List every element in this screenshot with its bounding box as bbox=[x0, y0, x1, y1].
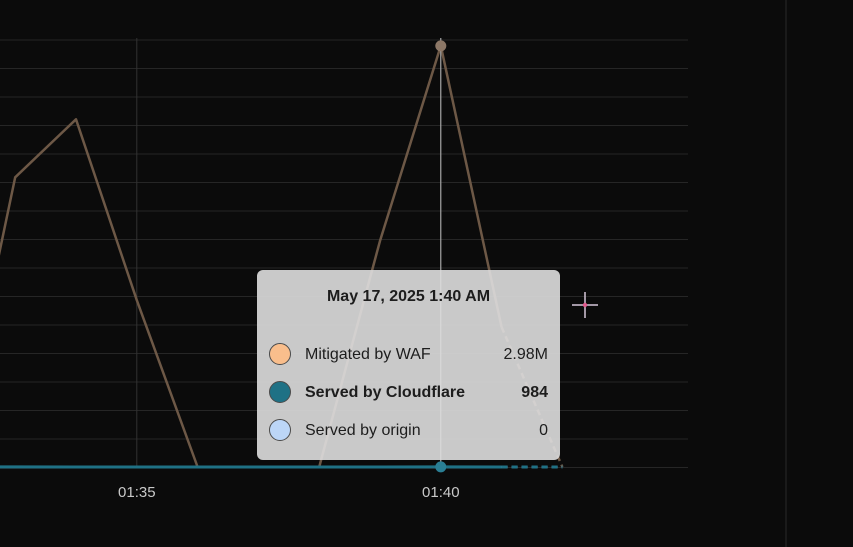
x-tick-label: 01:35 bbox=[118, 484, 156, 501]
tooltip-value: 0 bbox=[539, 422, 548, 439]
tooltip-title: May 17, 2025 1:40 AM bbox=[326, 288, 491, 305]
tooltip-value: 984 bbox=[521, 384, 548, 401]
chart-tooltip: May 17, 2025 1:40 AM Mitigated by WAF 2.… bbox=[257, 270, 560, 460]
tooltip-label: Served by Cloudflare bbox=[305, 384, 466, 401]
tooltip-label: Served by origin bbox=[305, 422, 421, 439]
crosshair-cursor-icon bbox=[572, 292, 598, 318]
hover-point-cloudflare bbox=[435, 461, 447, 473]
tooltip-row-mitigated-by-waf: Mitigated by WAF 2.98M bbox=[269, 342, 548, 368]
cloudflare-swatch-icon bbox=[269, 381, 291, 403]
x-tick-label: 01:40 bbox=[422, 484, 460, 501]
tooltip-value: 2.98M bbox=[503, 346, 548, 363]
mitigated-swatch-icon bbox=[269, 343, 291, 365]
origin-swatch-icon bbox=[269, 419, 291, 441]
tooltip-label: Mitigated by WAF bbox=[305, 346, 431, 363]
tooltip-row-served-by-cloudflare: Served by Cloudflare 984 bbox=[269, 380, 548, 406]
tooltip-row-served-by-origin: Served by origin 0 bbox=[269, 418, 548, 444]
hover-point-mitigated bbox=[435, 40, 447, 52]
